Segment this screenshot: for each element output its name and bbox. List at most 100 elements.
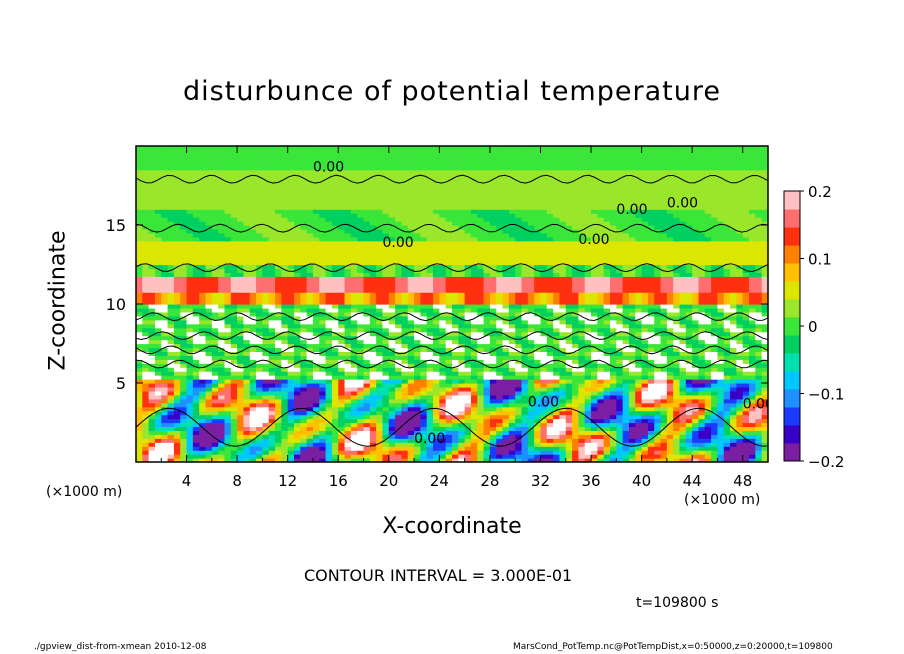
heatmap-cell xyxy=(527,371,535,376)
heatmap-cell xyxy=(218,300,226,305)
heatmap-cell xyxy=(154,394,162,400)
heatmap-cell xyxy=(477,450,485,455)
heatmap-cell xyxy=(496,256,504,262)
heatmap-cell xyxy=(287,414,295,420)
heatmap-cell xyxy=(211,149,219,155)
heatmap-cell xyxy=(445,252,453,258)
heatmap-cell xyxy=(300,292,308,297)
heatmap-cell xyxy=(470,371,478,376)
heatmap-cell xyxy=(256,300,263,305)
heatmap-cell xyxy=(281,359,289,364)
heatmap-cell xyxy=(496,371,504,376)
heatmap-cell xyxy=(464,351,472,356)
heatmap-cell xyxy=(426,284,434,289)
heatmap-cell xyxy=(180,339,188,345)
heatmap-cell xyxy=(312,181,320,187)
heatmap-cell xyxy=(502,398,510,404)
heatmap-cell xyxy=(357,327,365,333)
heatmap-cell xyxy=(502,209,510,214)
heatmap-cell xyxy=(199,319,207,325)
heatmap-cell xyxy=(363,296,371,301)
heatmap-cell xyxy=(167,213,175,218)
heatmap-cell xyxy=(376,256,384,262)
heatmap-cell xyxy=(306,307,314,313)
heatmap-cell xyxy=(483,430,491,435)
heatmap-cell xyxy=(148,438,156,443)
heatmap-cell xyxy=(312,296,320,301)
heatmap-cell xyxy=(256,146,263,151)
heatmap-cell xyxy=(154,315,162,321)
heatmap-cell xyxy=(458,327,466,333)
heatmap-cell xyxy=(401,252,409,258)
heatmap-cell xyxy=(483,315,491,321)
heatmap-cell xyxy=(470,228,478,234)
heatmap-cell xyxy=(268,442,276,447)
heatmap-cell xyxy=(376,209,384,214)
heatmap-cell xyxy=(294,379,301,384)
heatmap-cell xyxy=(199,185,207,191)
heatmap-cell xyxy=(319,288,327,293)
heatmap-cell xyxy=(148,244,156,250)
heatmap-cell xyxy=(173,284,181,289)
heatmap-cell xyxy=(249,454,257,459)
heatmap-cell xyxy=(173,280,181,285)
heatmap-cell xyxy=(224,406,232,412)
heatmap-cell xyxy=(395,209,403,214)
heatmap-cell xyxy=(388,458,396,462)
heatmap-cell xyxy=(256,292,263,297)
heatmap-cell xyxy=(515,205,523,210)
heatmap-cell xyxy=(458,149,466,155)
heatmap-cell xyxy=(243,177,251,183)
heatmap-cell xyxy=(268,185,276,191)
heatmap-cell xyxy=(205,426,213,431)
heatmap-cell xyxy=(249,205,257,210)
heatmap-cell xyxy=(426,292,434,297)
heatmap-cell xyxy=(331,379,339,384)
heatmap-cell xyxy=(331,418,339,424)
heatmap-cell xyxy=(489,319,497,325)
heatmap-cell xyxy=(395,296,403,301)
heatmap-cell xyxy=(300,240,308,246)
heatmap-cell xyxy=(300,311,308,317)
heatmap-cell xyxy=(218,169,226,175)
heatmap-cell xyxy=(350,398,358,404)
heatmap-cell xyxy=(426,307,434,313)
heatmap-cell xyxy=(426,355,434,360)
heatmap-cell xyxy=(224,280,232,285)
heatmap-cell xyxy=(470,418,478,424)
heatmap-cell xyxy=(439,304,447,309)
heatmap-cell xyxy=(445,213,453,218)
heatmap-cell xyxy=(319,394,327,400)
heatmap-cell xyxy=(477,446,485,451)
heatmap-cell xyxy=(426,173,434,179)
heatmap-cell xyxy=(458,280,466,285)
heatmap-cell xyxy=(433,343,440,349)
heatmap-cell xyxy=(521,398,529,404)
heatmap-cell xyxy=(388,225,396,230)
heatmap-cell xyxy=(477,173,485,179)
heatmap-cell xyxy=(483,323,491,329)
heatmap-cell xyxy=(161,213,169,218)
heatmap-cell xyxy=(243,217,251,222)
heatmap-cell xyxy=(224,315,232,321)
heatmap-cell xyxy=(180,331,188,337)
heatmap-cell xyxy=(192,268,200,273)
heatmap-cell xyxy=(256,379,263,384)
heatmap-cell xyxy=(452,284,459,289)
heatmap-cell xyxy=(243,319,251,325)
heatmap-cell xyxy=(439,225,447,230)
heatmap-cell xyxy=(407,209,415,214)
heatmap-cell xyxy=(426,335,434,341)
heatmap-cell xyxy=(154,276,162,281)
heatmap-cell xyxy=(180,232,188,238)
heatmap-cell xyxy=(426,304,434,309)
heatmap-cell xyxy=(502,185,510,191)
heatmap-cell xyxy=(306,225,314,230)
heatmap-cell xyxy=(363,351,371,356)
heatmap-cell xyxy=(414,165,421,171)
heatmap-cell xyxy=(199,272,207,277)
heatmap-cell xyxy=(148,193,156,198)
heatmap-cell xyxy=(306,209,314,214)
heatmap-cell xyxy=(338,347,346,352)
heatmap-cell xyxy=(154,221,162,226)
